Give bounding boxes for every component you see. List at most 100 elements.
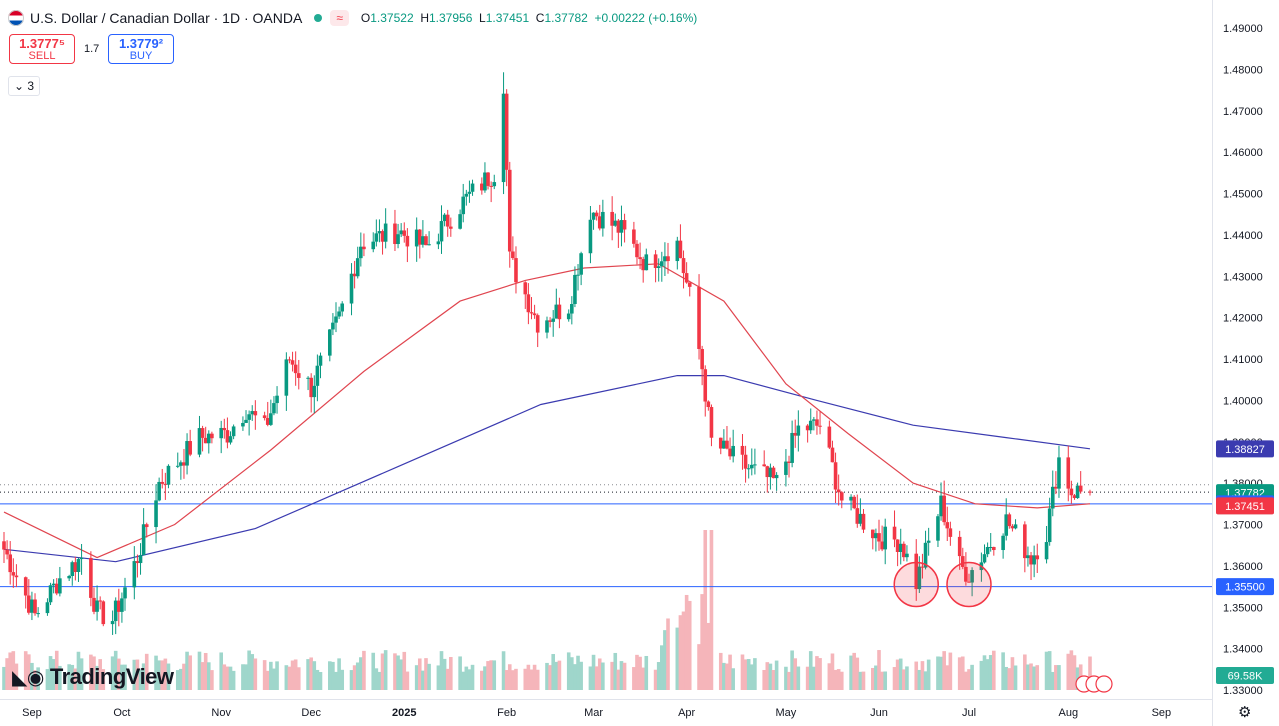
candle-body (2, 541, 6, 550)
candle-body (337, 311, 341, 317)
candle-body (1044, 542, 1049, 560)
volume-bar (815, 656, 819, 690)
buy-button[interactable]: 1.3779² BUY (108, 34, 174, 64)
volume-bar (787, 671, 791, 690)
candle-body (678, 240, 683, 259)
volume-bar (970, 664, 974, 690)
volume-bar (529, 669, 534, 690)
volume-bar (849, 655, 853, 690)
volume-bar (483, 666, 487, 690)
volume-bar (812, 666, 816, 690)
candle-body (396, 234, 400, 245)
candle-body (501, 93, 506, 183)
volume-bar (144, 653, 149, 690)
volume-bar (467, 669, 472, 690)
volume-bar (2, 666, 6, 690)
volume-bar (340, 669, 345, 690)
candle-body (523, 282, 528, 295)
candle-body (492, 182, 497, 187)
volume-bar (579, 661, 583, 690)
candle-body (331, 322, 335, 330)
volume-bar (445, 668, 450, 690)
candle-body (548, 320, 552, 322)
volume-bar (982, 655, 987, 690)
volume-bar (923, 671, 928, 690)
candle-body (244, 419, 248, 423)
candle-body (740, 445, 745, 455)
volume-bar (1050, 671, 1055, 690)
candle-body (275, 395, 279, 404)
symbol-title[interactable]: U.S. Dollar / Canadian Dollar · 1D · OAN… (30, 10, 303, 26)
candle-body (222, 427, 227, 431)
market-open-icon (314, 14, 323, 22)
candle-body (1010, 526, 1015, 529)
volume-bar (511, 670, 515, 690)
candle-body (970, 570, 974, 583)
x-tick-label: Sep (1152, 707, 1172, 719)
candle-body (424, 236, 428, 246)
volume-bar (613, 652, 618, 690)
volume-bar (163, 658, 168, 690)
volume-bar (185, 651, 189, 690)
candle-body (610, 211, 614, 226)
candle-body (355, 258, 360, 277)
candle-body (449, 226, 453, 229)
candle-body (722, 440, 726, 449)
y-tick-label: 1.40000 (1223, 395, 1263, 407)
tradingview-logo[interactable]: ◣◉ TradingView (12, 664, 174, 689)
indicators-collapse-button[interactable]: ⌄ 3 (8, 76, 40, 96)
volume-bar (979, 660, 984, 690)
volume-bar (638, 656, 642, 690)
price-label-text: 1.38827 (1225, 444, 1265, 456)
candle-body (309, 377, 313, 398)
volume-bar (1066, 653, 1071, 690)
volume-bar (393, 653, 397, 690)
volume-bar (762, 669, 766, 690)
volume-bar (535, 669, 540, 690)
candle-body (964, 566, 968, 582)
candle-body (504, 93, 509, 170)
volume-bar (936, 656, 940, 690)
volume-bar (905, 666, 909, 690)
candle-body (120, 598, 124, 612)
volume-bar (362, 650, 366, 690)
candle-body (262, 415, 267, 419)
volume-bar (687, 600, 692, 690)
x-tick-label: Aug (1058, 707, 1078, 719)
sell-button[interactable]: 1.3777⁵ SELL (9, 34, 75, 64)
volume-bar (359, 657, 363, 690)
candle-body (58, 578, 62, 594)
indicator-wave-icon[interactable]: ≈ (330, 10, 349, 26)
candle-body (839, 492, 844, 501)
volume-bar (920, 661, 925, 690)
volume-bar (566, 652, 571, 690)
volume-bar (492, 660, 497, 690)
volume-bar (526, 664, 531, 690)
candle-body (753, 464, 757, 466)
candle-body (852, 496, 856, 509)
candle-body (1088, 491, 1092, 493)
gear-icon[interactable]: ⚙ (1238, 704, 1252, 721)
candle-body (588, 219, 593, 254)
candle-body (967, 581, 971, 583)
volume-bar (5, 658, 9, 690)
candle-body (601, 211, 605, 229)
volume-bar (244, 664, 248, 690)
volume-bar (222, 664, 227, 690)
volume-bar (424, 658, 428, 690)
volume-bar (1032, 666, 1036, 690)
x-tick-label: Jun (870, 707, 888, 719)
candle-body (566, 313, 571, 320)
volume-bar (73, 668, 78, 690)
candle-body (511, 251, 515, 259)
volume-bar (964, 671, 968, 690)
candle-body (936, 516, 940, 541)
plot-area (0, 0, 1212, 726)
volume-bar (960, 656, 965, 690)
volume-bar (439, 651, 444, 690)
candle-body (697, 286, 701, 349)
candle-body (871, 529, 875, 539)
candle-body (200, 428, 205, 438)
candle-body (1072, 495, 1077, 499)
